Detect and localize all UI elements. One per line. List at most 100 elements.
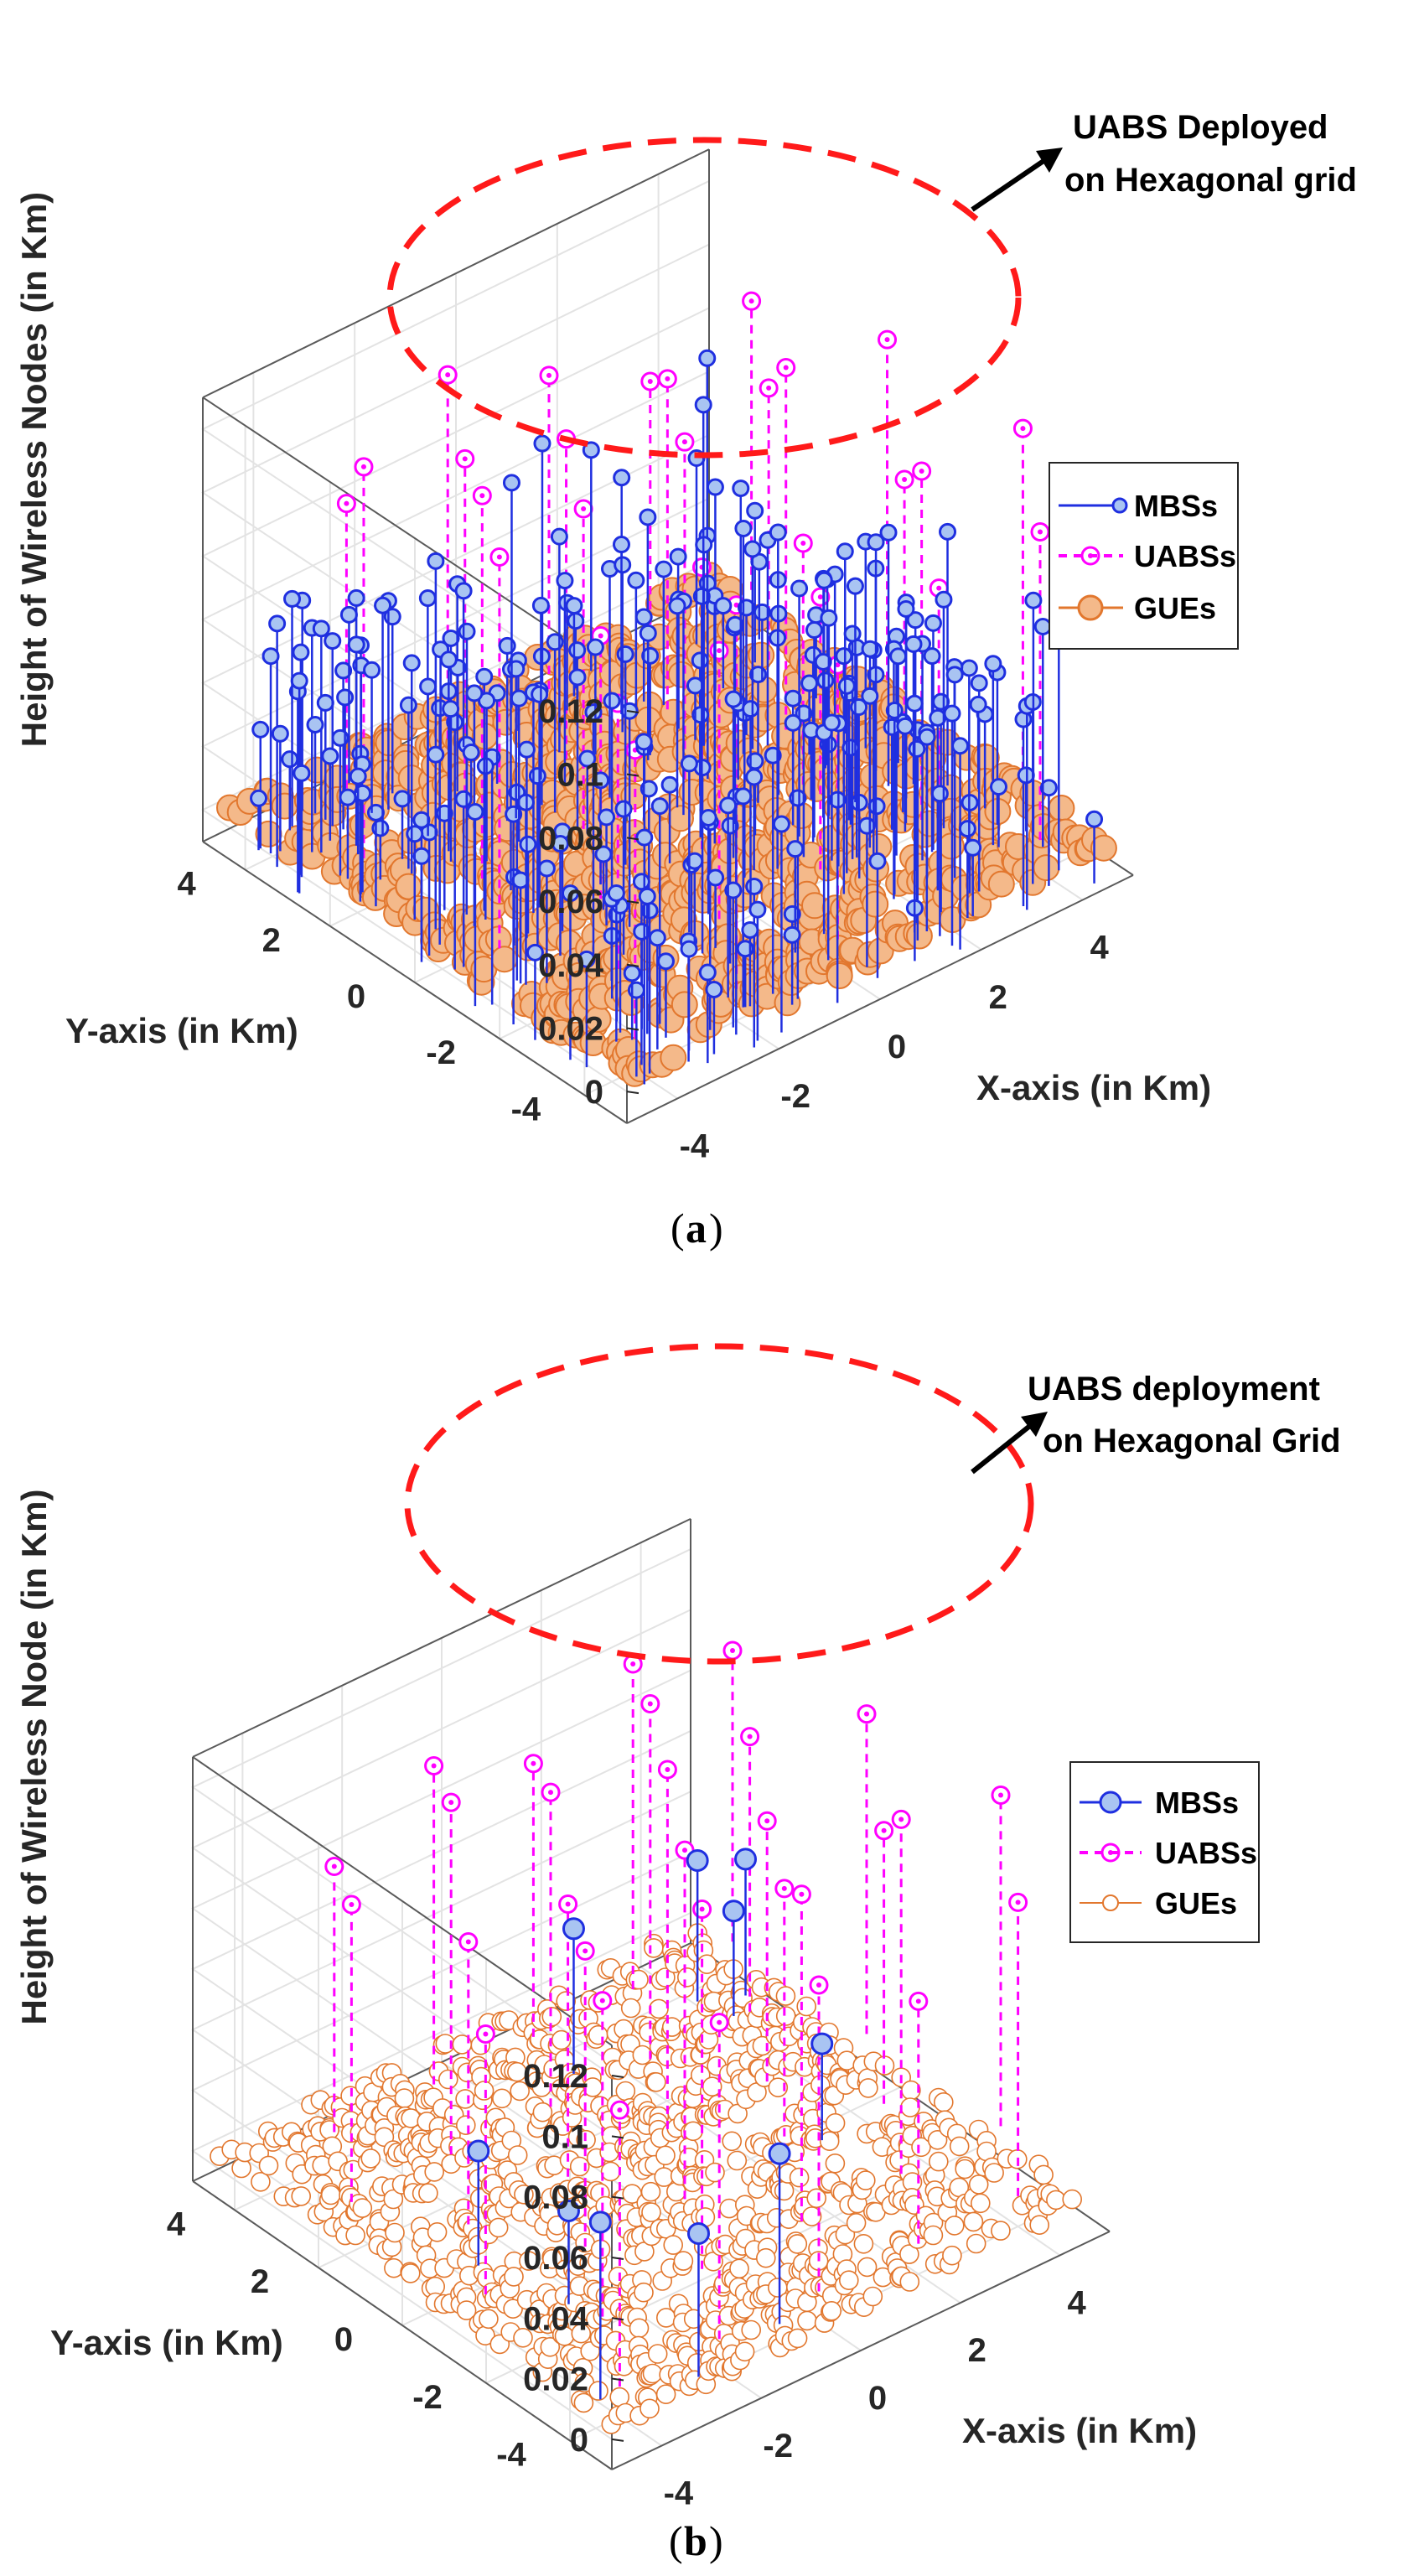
gue-marker — [540, 2337, 561, 2357]
mbs-marker — [734, 1848, 758, 1871]
gue-marker — [615, 2081, 636, 2102]
uabs-marker-dot — [898, 1817, 904, 1822]
gue-marker — [519, 2251, 539, 2271]
gue-marker — [775, 1986, 796, 2006]
gue-marker — [927, 2129, 948, 2150]
mbs-marker — [334, 661, 353, 680]
mbs-marker — [412, 847, 431, 865]
uabs-marker-dot — [483, 2031, 489, 2037]
mbs-marker — [650, 797, 669, 816]
z-tick-mark — [611, 2195, 624, 2200]
z-axis-label-a: Height of Wireless Nodes (in Km) — [14, 192, 54, 747]
y-tick-labels-a: -4 -2 0 2 4 — [177, 866, 541, 1128]
gue-marker — [394, 2088, 415, 2108]
mbs-marker — [475, 667, 494, 686]
gue-marker — [966, 2233, 986, 2254]
gue-marker — [504, 2267, 524, 2287]
axis-box-edge — [611, 2231, 1111, 2470]
z-tick-label: 0.06 — [538, 884, 603, 920]
mbs-marker — [836, 542, 854, 561]
x-axis-label-b: X-axis (in Km) — [962, 2411, 1197, 2450]
mbs-stems-a — [250, 349, 1104, 1085]
gue-marker — [661, 2017, 682, 2037]
z-tick-label: 0.1 — [557, 757, 603, 794]
mbs-marker — [268, 614, 287, 633]
uabs-marker-dot — [496, 554, 502, 560]
gue-marker — [821, 2301, 842, 2321]
uabs-marker-dot — [344, 500, 350, 506]
mbs-marker — [439, 650, 458, 669]
mbs-marker — [786, 840, 805, 858]
mbs-marker — [960, 659, 978, 677]
mbs-marker — [742, 700, 760, 718]
mbs-marker — [698, 349, 717, 367]
mbs-marker — [897, 599, 915, 618]
gue-marker — [729, 2258, 749, 2279]
gue-marker — [271, 792, 298, 820]
mbs-marker — [958, 820, 976, 838]
mbs-marker — [790, 579, 809, 598]
uabs-marker-dot — [764, 1818, 770, 1824]
mbs-marker — [746, 501, 764, 520]
mbs-marker — [584, 703, 603, 722]
x-tick-label: 4 — [1067, 2284, 1086, 2321]
z-tick-label: 0.08 — [538, 820, 603, 857]
z-tick-mark — [611, 2135, 624, 2139]
mbs-marker — [366, 803, 385, 822]
gue-marker — [514, 2185, 534, 2205]
x-tick-label: -2 — [763, 2428, 793, 2465]
mbs-marker — [638, 887, 656, 905]
gue-marker — [741, 2319, 762, 2340]
gue-marker — [320, 2185, 341, 2205]
mbs-marker — [402, 654, 421, 672]
z-tick-label: 0.12 — [538, 693, 603, 730]
legend-gue-marker-b — [1102, 1894, 1119, 1911]
gue-marker — [644, 1938, 664, 1958]
gue-marker — [945, 2216, 965, 2236]
mbs-marker — [565, 597, 583, 615]
gue-marker — [251, 2172, 271, 2192]
gue-marker — [900, 2097, 920, 2117]
mbs-marker — [835, 647, 853, 666]
mbs-marker — [772, 815, 790, 833]
annotation-arrow-b — [971, 1423, 1033, 1475]
mbs-marker — [970, 674, 988, 692]
z-tick-mark — [611, 2377, 624, 2382]
mbs-marker — [951, 737, 970, 755]
gue-marker — [663, 2235, 684, 2255]
mbs-marker — [639, 624, 657, 642]
mbs-marker — [427, 552, 445, 570]
legend-b: MBSs UABSs GUEs — [1069, 1761, 1260, 1943]
mbs-marker — [814, 653, 832, 671]
caption-letter-a: a — [686, 1205, 707, 1252]
gue-marker — [825, 2154, 846, 2174]
uabs-stems-b — [324, 1640, 1028, 2387]
gue-marker — [660, 1044, 687, 1071]
mbs-marker — [623, 964, 641, 982]
uabs-marker-dot — [630, 1661, 636, 1666]
z-tick-label: 0.04 — [538, 947, 604, 984]
annotation-arrowhead-b — [1021, 1412, 1048, 1437]
mbs-marker — [969, 695, 987, 713]
z-tick-label: 0.06 — [523, 2240, 588, 2277]
gue-marker — [963, 2211, 984, 2232]
z-tick-mark — [626, 900, 640, 904]
mbs-marker — [748, 900, 767, 919]
mbs-marker — [707, 868, 725, 887]
caption-paren-b: ( — [669, 2517, 683, 2564]
gue-marker — [942, 2245, 962, 2266]
mbs-marker — [634, 608, 653, 626]
gue-marker — [352, 2198, 373, 2218]
gue-marker — [797, 2310, 817, 2331]
mbs-marker — [984, 655, 1002, 673]
y-axis-label-b: Y-axis (in Km) — [50, 2323, 283, 2362]
gue-marker — [474, 2081, 495, 2101]
uabs-marker-dot — [360, 464, 366, 469]
gue-marker — [1029, 2215, 1049, 2235]
gue-marker — [383, 2189, 404, 2210]
mbs-marker — [861, 640, 879, 658]
z-tick-labels-a: 0 0.02 0.04 0.06 0.08 0.1 0.12 — [538, 693, 640, 1111]
legend-gue-label-a: GUEs — [1134, 591, 1216, 625]
gue-marker — [551, 2029, 572, 2050]
legend-uabs-marker-a — [1080, 546, 1100, 566]
